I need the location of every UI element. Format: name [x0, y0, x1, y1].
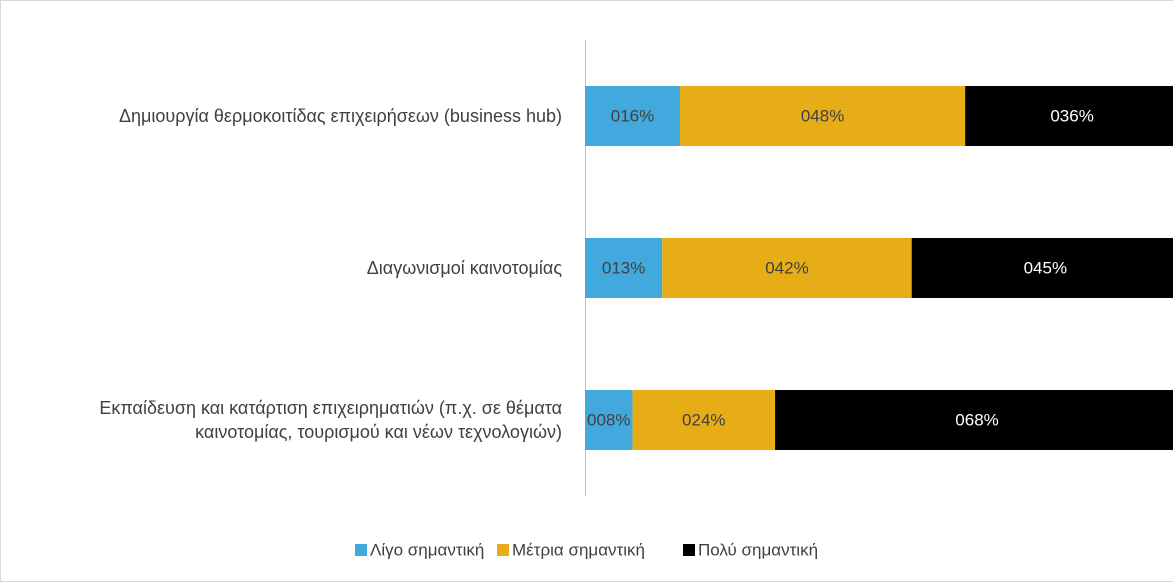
bar-segment: [965, 86, 1173, 146]
data-label: 016%: [611, 106, 654, 125]
data-label: 068%: [955, 410, 998, 429]
bar-segment: [662, 238, 912, 298]
bar-segment: [585, 390, 633, 450]
legend-swatch: [683, 544, 695, 556]
legend-swatch: [497, 544, 509, 556]
data-label: 048%: [801, 106, 844, 125]
data-label: 013%: [602, 258, 645, 277]
bar-segment: [585, 238, 663, 298]
data-label: 036%: [1050, 106, 1093, 125]
data-label: 045%: [1024, 258, 1067, 277]
category-label: Διαγωνισμοί καινοτομίας: [366, 258, 562, 278]
data-label: 024%: [682, 410, 725, 429]
category-label: Εκπαίδευση και κατάρτιση επιχειρηματιών …: [99, 398, 562, 442]
bar-segment: [911, 238, 1173, 298]
bar-segment: [632, 390, 776, 450]
legend-label: Λίγο σημαντική: [370, 540, 484, 559]
legend-label: Μέτρια σημαντική: [512, 540, 645, 559]
category-label: Δημιουργία θερμοκοιτίδας επιχειρήσεων (b…: [119, 106, 562, 126]
data-label: 042%: [765, 258, 808, 277]
bar-segment: [775, 390, 1173, 450]
bar-segment: [585, 86, 681, 146]
legend-label: Πολύ σημαντική: [698, 540, 818, 559]
data-label: 008%: [587, 410, 630, 429]
bar-segment: [680, 86, 966, 146]
legend-swatch: [355, 544, 367, 556]
